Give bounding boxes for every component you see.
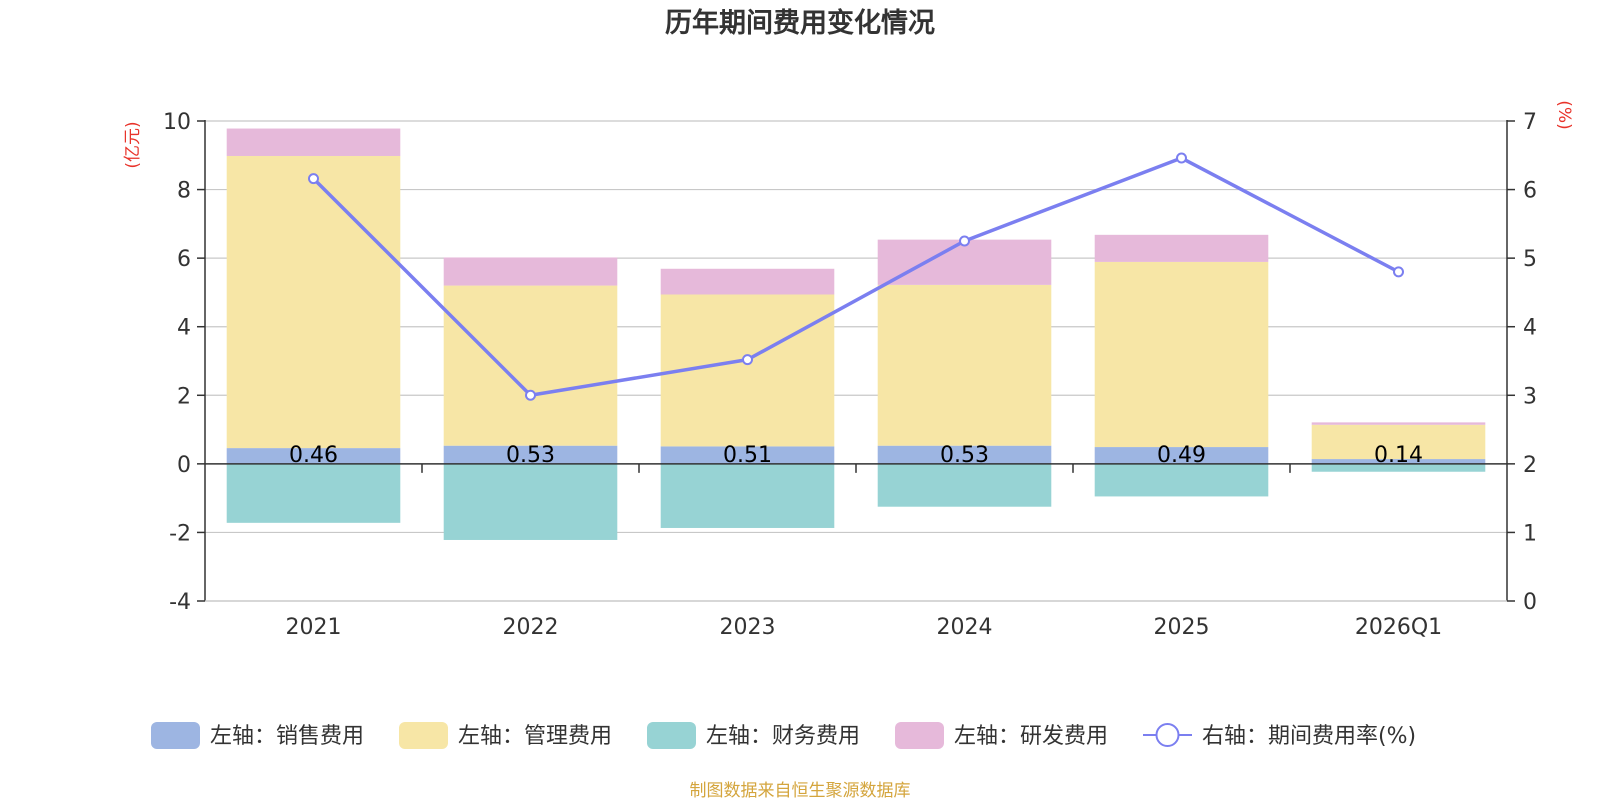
bars (226, 128, 1486, 540)
rate-point (1176, 152, 1187, 164)
legend-swatch (399, 722, 448, 749)
legend-label: 右轴：期间费用率(%) (1202, 724, 1416, 749)
legend-label: 左轴：研发费用 (954, 724, 1108, 749)
legend-label: 左轴：财务费用 (706, 724, 860, 749)
x-tick-label: 2021 (286, 615, 342, 640)
x-tick-label: 2025 (1154, 615, 1210, 640)
legend-swatch (647, 722, 696, 749)
right-tick-label: 0 (1523, 590, 1537, 615)
left-tick-label: -2 (169, 521, 191, 546)
bar-左轴研发费用-2024 (877, 239, 1052, 285)
bar-左轴销售费用-2021 (226, 448, 401, 464)
right-tick-label: 2 (1523, 453, 1537, 478)
x-tick-label: 2023 (720, 615, 776, 640)
left-axis-unit: (亿元) (123, 121, 143, 168)
source-note: 制图数据来自恒生聚源数据库 (690, 781, 911, 800)
bar-左轴财务费用-2025 (1094, 463, 1269, 497)
bar-左轴研发费用-2021 (226, 128, 401, 156)
bar-左轴研发费用-2025 (1094, 234, 1269, 262)
legend-item: 左轴：研发费用 (895, 722, 1108, 749)
right-tick-label: 5 (1523, 247, 1537, 272)
right-tick-label: 4 (1523, 316, 1537, 341)
right-tick-label: 7 (1523, 110, 1537, 135)
bar-左轴销售费用-2022 (443, 445, 618, 464)
bar-左轴管理费用-2024 (877, 284, 1052, 446)
bar-左轴管理费用-2025 (1094, 261, 1269, 448)
bar-左轴管理费用-2022 (443, 285, 618, 446)
rate-line-series (308, 152, 1404, 401)
bar-左轴财务费用-2024 (877, 463, 1052, 507)
chart-title: 历年期间费用变化情况 (665, 7, 935, 39)
left-tick-label: 10 (163, 110, 191, 135)
bar-左轴财务费用-2023 (660, 463, 835, 528)
left-tick-label: 6 (177, 247, 191, 272)
left-tick-label: 2 (177, 384, 191, 409)
left-tick-label: -4 (169, 590, 191, 615)
rate-point (308, 173, 319, 185)
bar-左轴研发费用-2026Q1 (1311, 422, 1486, 425)
right-tick-label: 3 (1523, 384, 1537, 409)
bar-左轴管理费用-2026Q1 (1311, 424, 1486, 460)
right-axis-unit: (%) (1554, 100, 1574, 129)
rate-point (525, 389, 536, 401)
legend-swatch (151, 722, 200, 749)
legend: 左轴：销售费用 左轴：管理费用 左轴：财务费用 左轴：研发费用 右轴：期间费用率(%) (151, 722, 1416, 749)
x-tick-label: 2022 (503, 615, 559, 640)
legend-swatch (895, 722, 944, 749)
legend-item: 右轴：期间费用率(%) (1143, 723, 1416, 749)
bar-左轴销售费用-2023 (660, 446, 835, 464)
bar-左轴财务费用-2021 (226, 463, 401, 523)
bar-左轴财务费用-2022 (443, 463, 618, 540)
bar-左轴销售费用-2026Q1 (1311, 459, 1486, 464)
left-tick-label: 4 (177, 316, 191, 341)
bar-左轴销售费用-2025 (1094, 447, 1269, 464)
legend-label: 左轴：管理费用 (458, 724, 612, 749)
legend-item: 左轴：管理费用 (399, 722, 612, 749)
legend-marker-swatch (1155, 723, 1180, 747)
x-tick-label: 2026Q1 (1355, 615, 1442, 640)
legend-label: 左轴：销售费用 (210, 724, 364, 749)
rate-point (959, 235, 970, 247)
bar-左轴研发费用-2023 (660, 268, 835, 295)
bar-左轴研发费用-2022 (443, 257, 618, 286)
left-tick-label: 0 (177, 453, 191, 478)
x-tick-label: 2024 (937, 615, 993, 640)
rate-line (312, 156, 1400, 398)
bar-左轴销售费用-2024 (877, 445, 1052, 464)
right-tick-label: 1 (1523, 521, 1537, 546)
left-tick-label: 8 (177, 179, 191, 204)
legend-item: 左轴：财务费用 (647, 722, 860, 749)
rate-point (1393, 266, 1404, 278)
legend-item: 左轴：销售费用 (151, 722, 364, 749)
bar-左轴管理费用-2021 (226, 155, 401, 449)
rate-point (742, 354, 753, 366)
bar-左轴财务费用-2026Q1 (1311, 463, 1486, 472)
right-tick-label: 6 (1523, 179, 1537, 204)
